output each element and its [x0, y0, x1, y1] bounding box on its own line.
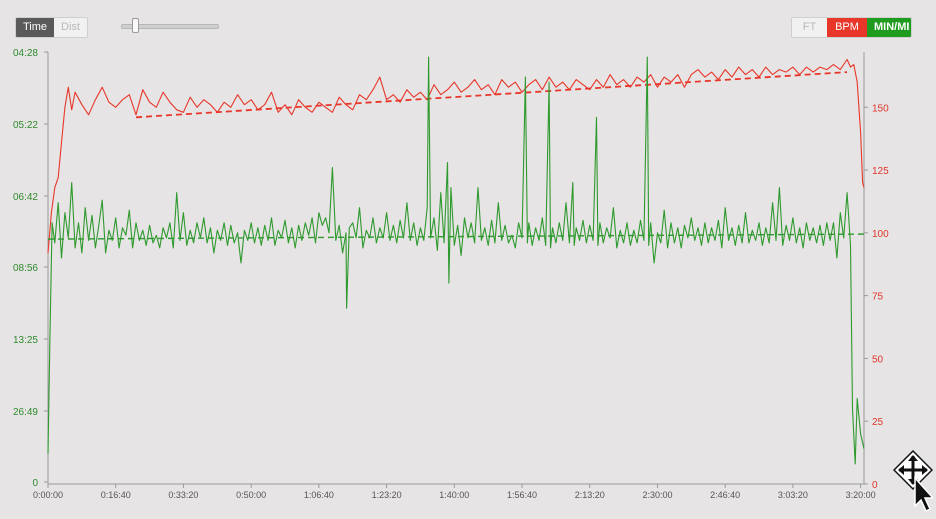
x-axis-tick-label: 1:40:00 [439, 490, 469, 500]
left-axis-tick-label: 05:22 [13, 120, 38, 131]
x-axis-tick-label: 0:16:40 [101, 490, 131, 500]
pace-series-line [47, 56, 865, 465]
bpm-series-line [47, 58, 865, 253]
right-axis-tick-label: 150 [872, 103, 889, 114]
left-axis-tick-label: 0 [32, 478, 38, 489]
left-axis-tick-label: 26:49 [13, 407, 38, 418]
bpm-metric-button[interactable]: BPM [827, 18, 867, 37]
x-axis-tick-label: 2:46:40 [710, 490, 740, 500]
mode-toggle: Time Dist [15, 17, 88, 38]
zoom-slider-thumb[interactable] [131, 18, 139, 33]
x-axis-tick-label: 2:30:00 [642, 490, 672, 500]
right-axis-tick-label: 75 [872, 292, 884, 303]
x-axis-tick-label: 2:13:20 [575, 490, 605, 500]
x-axis-tick-label: 3:03:20 [778, 490, 808, 500]
x-axis-tick-label: 0:50:00 [236, 490, 266, 500]
right-axis-tick-label: 50 [872, 354, 884, 365]
ft-metric-button[interactable]: FT [792, 18, 827, 37]
left-axis-tick-label: 08:56 [13, 263, 38, 274]
zoom-slider[interactable] [121, 18, 219, 33]
right-axis-tick-label: 125 [872, 166, 889, 177]
metric-toggle: FT BPM MIN/MI [791, 17, 912, 38]
distance-mode-button[interactable]: Dist [54, 18, 87, 37]
right-axis-tick-label: 25 [872, 417, 884, 428]
x-axis-tick-label: 1:06:40 [304, 490, 334, 500]
right-axis-ticks: 0 25 50 75 100 125 150 [864, 103, 889, 491]
bpm-trend-line [135, 71, 848, 119]
x-axis-ticks: 0:00:00 0:16:40 0:33:20 0:50:00 1:06:40 1:23:… [33, 484, 876, 500]
pace-metric-button[interactable]: MIN/MI [867, 18, 911, 37]
left-axis-tick-label: 04:28 [13, 48, 38, 59]
x-axis-tick-label: 3:20:00 [846, 490, 876, 500]
right-axis-tick-label: 0 [872, 480, 878, 491]
right-axis-tick-label: 100 [872, 229, 889, 240]
x-axis-tick-label: 1:23:20 [372, 490, 402, 500]
series-layer [47, 56, 865, 465]
time-mode-button[interactable]: Time [16, 18, 55, 37]
left-axis-tick-label: 06:42 [13, 192, 38, 203]
move-cursor-icon[interactable] [893, 450, 933, 512]
x-axis-tick-label: 0:00:00 [33, 490, 63, 500]
zoom-slider-track[interactable] [121, 24, 219, 29]
left-axis-ticks: 04:28 05:22 06:42 08:56 13:25 26:49 0 [13, 48, 48, 489]
x-axis-tick-label: 1:56:40 [507, 490, 537, 500]
left-axis-tick-label: 13:25 [13, 335, 38, 346]
x-axis-tick-label: 0:33:20 [168, 490, 198, 500]
